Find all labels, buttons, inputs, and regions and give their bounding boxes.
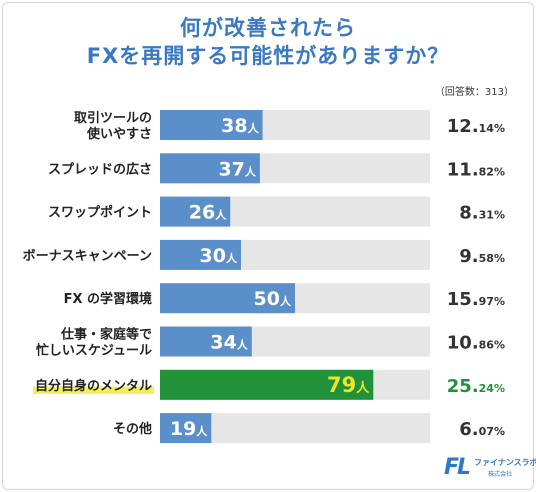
percent-label: 12.14% bbox=[447, 116, 505, 137]
bar bbox=[160, 110, 263, 140]
data-label: 50人 bbox=[254, 288, 292, 310]
chart-title-line1: 何が改善されたら bbox=[180, 16, 356, 40]
category-label: その他 bbox=[113, 421, 152, 437]
bar bbox=[160, 326, 252, 357]
company-logo: FL ファイナンスラボ 株式会社 bbox=[444, 455, 536, 481]
data-label: 37人 bbox=[218, 158, 256, 180]
category-label: FX の学習環境 bbox=[64, 291, 152, 307]
data-label: 19人 bbox=[170, 418, 208, 440]
data-label: 34人 bbox=[210, 332, 248, 354]
category-label: スワップポイント bbox=[48, 205, 152, 221]
logo-sub: 株式会社 bbox=[488, 471, 513, 478]
bar bbox=[160, 283, 295, 314]
category-label: スプレッドの広さ bbox=[48, 161, 152, 177]
bar bbox=[160, 153, 260, 184]
category-label: 取引ツールの使いやすさ bbox=[74, 111, 152, 142]
category-label: 自分自身のメンタル bbox=[35, 378, 152, 394]
logo-name: ファイナンスラボ bbox=[474, 458, 536, 467]
percent-label: 25.24% bbox=[447, 376, 505, 397]
bar bbox=[160, 239, 241, 270]
data-label: 38人 bbox=[221, 115, 259, 137]
percent-label: 8.31% bbox=[459, 203, 505, 224]
highlight-marker bbox=[32, 386, 154, 394]
percent-label: 11.82% bbox=[447, 159, 505, 180]
percent-label: 15.97% bbox=[447, 289, 505, 310]
data-label: 79人 bbox=[327, 373, 370, 397]
bar bbox=[160, 413, 212, 444]
respondent-count: （回答数：313） bbox=[434, 87, 514, 98]
percent-label: 6.07% bbox=[459, 419, 505, 440]
bar bbox=[160, 369, 374, 400]
data-label: 26人 bbox=[189, 202, 227, 224]
percent-label: 9.58% bbox=[459, 246, 505, 267]
data-label: 30人 bbox=[200, 245, 238, 267]
percent-label: 10.86% bbox=[447, 333, 505, 354]
bar bbox=[160, 196, 231, 227]
chart-title-line2: FXを再開する可能性がありますか？ bbox=[86, 44, 450, 68]
category-label: ボーナスキャンペーン bbox=[23, 248, 152, 264]
category-label: 仕事・家庭等で忙しいスケジュール bbox=[36, 327, 152, 359]
logo-mark: FL bbox=[444, 455, 471, 480]
